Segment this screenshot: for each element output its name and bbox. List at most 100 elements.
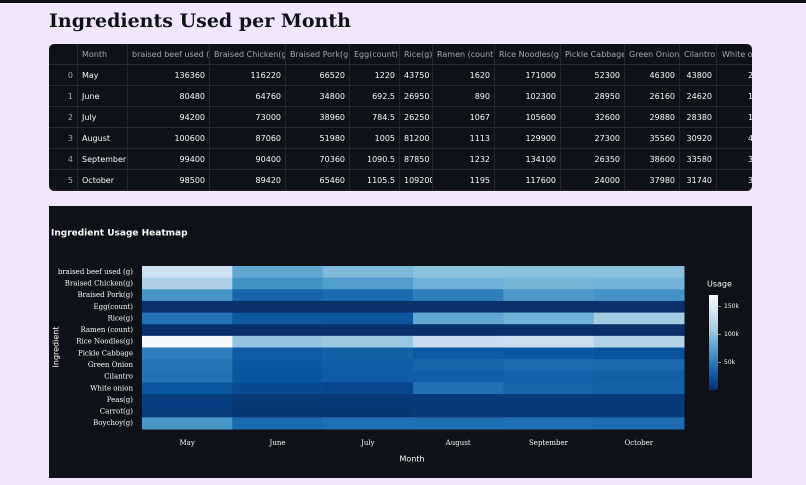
table-cell: 27300 [561,128,625,149]
heatmap-cell [503,394,595,407]
column-header: Pickle Cabbage [561,44,625,65]
colorbar-tick-label: 100k [724,331,739,338]
y-tick-label: Rice Noodles(g) [76,338,133,346]
heatmap-cell [503,359,595,372]
heatmap-cell [503,266,595,279]
heatmap-cell [322,312,414,325]
x-tick-label: September [529,439,569,447]
heatmap-cell [232,324,324,337]
row-index: 2 [49,107,78,128]
heatmap-cell [322,300,414,314]
heatmap-cell [593,289,685,302]
table-cell: 171000 [495,65,561,86]
table-cell: 33800 [717,170,752,191]
heatmap-cell [232,370,324,383]
row-index: 3 [49,128,78,149]
table-cell: 90400 [210,149,286,170]
table-cell: 94200 [128,107,210,128]
heatmap-cell [593,370,685,383]
heatmap-cell [322,417,414,430]
y-tick-label: Egg(count) [94,303,134,311]
heatmap-cell [413,335,504,348]
column-header: Green Onion [625,44,680,65]
top-bar [0,0,806,3]
table-cell: May [78,65,128,86]
dataframe[interactable]: Month braised beef used (g) Braised Chicke… [49,44,752,191]
x-tick-label: August [445,439,471,447]
table-cell: 25600 [717,65,752,86]
heatmap-cell [503,324,595,337]
table-cell: 73000 [210,107,286,128]
heatmap-cell [413,394,504,407]
x-tick-label: July [360,439,375,447]
heatmap-cell [142,335,233,348]
table-cell: 89420 [210,170,286,191]
column-header: Braised Chicken(g) [210,44,286,65]
heatmap-cell [593,266,685,279]
heatmap-cell [503,382,595,395]
x-tick-label: October [625,439,654,447]
heatmap-cell [503,335,595,348]
table-cell: October [78,170,128,191]
heatmap-cell [593,417,685,430]
column-header: Cilantro [680,44,717,65]
table-cell: 28950 [561,86,625,107]
table-cell: 24000 [561,170,625,191]
table-cell: 890 [433,86,495,107]
heatmap-cell [593,347,685,360]
heatmap-cell [413,277,504,290]
heatmap-cell [232,405,324,418]
column-header: Braised Pork(g) [286,44,350,65]
heatmap-cell [232,289,324,302]
y-tick-label: Ramen (count) [80,326,133,334]
table-cell: August [78,128,128,149]
heatmap-cell [322,277,414,290]
heatmap-cell [142,324,233,337]
table-cell: 1090.5 [350,149,400,170]
heatmap-cell [413,289,504,302]
heatmap-cell [322,405,414,418]
heatmap-cell [593,312,685,325]
column-header: Month [78,44,128,65]
heatmap-cell [142,382,233,395]
table-cell: 116220 [210,65,286,86]
heatmap-cell [593,405,685,418]
y-tick-label: Pickle Cabbage [78,349,133,357]
y-tick-label: Braised Pork(g) [77,291,133,299]
column-header: Egg(count) [350,44,400,65]
row-index: 5 [49,170,78,191]
y-tick-label: White onion [90,384,133,392]
x-axis-title: Month [399,455,424,464]
heatmap-cell [142,347,233,360]
heatmap-cell [413,300,504,314]
y-tick-label: Carrot(g) [100,408,133,416]
table-cell: 784.5 [350,107,400,128]
heatmap-cell [142,405,233,418]
heatmap-cell [232,277,324,290]
heatmap-cell [142,266,233,279]
heatmap-cell [232,300,324,314]
column-header: Rice Noodles(g) [495,44,561,65]
y-tick-label: Braised Chicken(g) [65,279,133,287]
table-cell: 26160 [625,86,680,107]
heatmap-cell [503,405,595,418]
heatmap-cell [232,266,324,279]
heatmap-cell [232,417,324,430]
heatmap-cell [142,370,233,383]
table-cell: 30920 [680,128,717,149]
page-title: Ingredients Used per Month [49,10,351,32]
table-cell: 64760 [210,86,286,107]
table-cell: 1620 [433,65,495,86]
row-index: 0 [49,65,78,86]
table-cell: 37980 [625,170,680,191]
column-header: Rice(g) [400,44,433,65]
heatmap-cell [322,335,414,348]
table-cell: 31740 [680,170,717,191]
colorbar-tick-label: 150k [724,303,739,310]
heatmap-cell [413,266,504,279]
heatmap-cell [503,347,595,360]
heatmap-cell [142,417,233,430]
table-cell: 117600 [495,170,561,191]
table-cell: 129900 [495,128,561,149]
table-cell: 32600 [561,107,625,128]
